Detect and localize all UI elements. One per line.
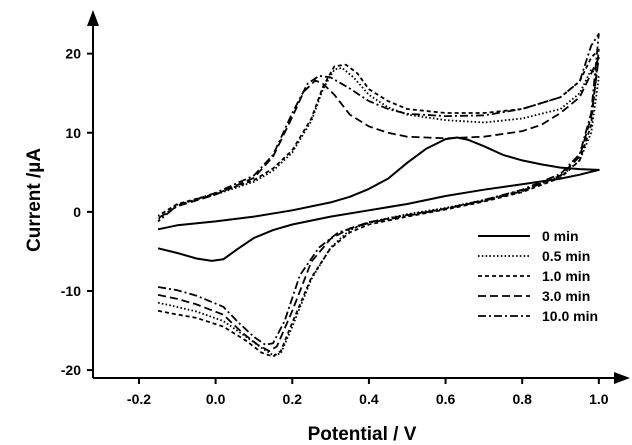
series-line-2 (157, 48, 600, 358)
y-tick-label: 0 (73, 204, 81, 220)
x-tick-label: 0.2 (283, 391, 303, 407)
legend-label-2: 1.0 min (542, 268, 590, 284)
y-axis-arrow-icon (87, 10, 99, 26)
x-tick-label: 0.8 (512, 391, 532, 407)
x-tick-label: 1.0 (589, 391, 609, 407)
legend-label-4: 10.0 min (542, 308, 598, 324)
x-ticks: -0.2 0.0 0.2 0.4 0.6 0.8 1.0 (127, 378, 609, 407)
x-tick-label: 0.0 (206, 391, 226, 407)
y-ticks: -20 -10 0 10 20 (61, 46, 93, 378)
x-axis-label: Potential / V (308, 424, 417, 445)
y-tick-label: 20 (65, 46, 81, 62)
axes (87, 10, 630, 384)
series-line-0 (157, 136, 600, 262)
y-tick-label: 10 (65, 125, 81, 141)
legend-label-0: 0 min (542, 228, 579, 244)
x-tick-label: -0.2 (127, 391, 151, 407)
series-line-1 (157, 67, 600, 357)
y-tick-label: -20 (61, 362, 81, 378)
legend-label-1: 0.5 min (542, 248, 590, 264)
legend-label-3: 3.0 min (542, 288, 590, 304)
y-axis-label: Current /µA (24, 148, 45, 252)
x-tick-label: 0.6 (436, 391, 456, 407)
series-group (157, 33, 600, 358)
x-axis-arrow-icon (614, 372, 630, 384)
legend: 0 min 0.5 min 1.0 min 3.0 min 10.0 min (478, 228, 598, 324)
series-line-4 (157, 33, 600, 346)
x-tick-label: 0.4 (359, 391, 379, 407)
series-line-3 (157, 56, 600, 353)
y-tick-label: -10 (61, 283, 81, 299)
